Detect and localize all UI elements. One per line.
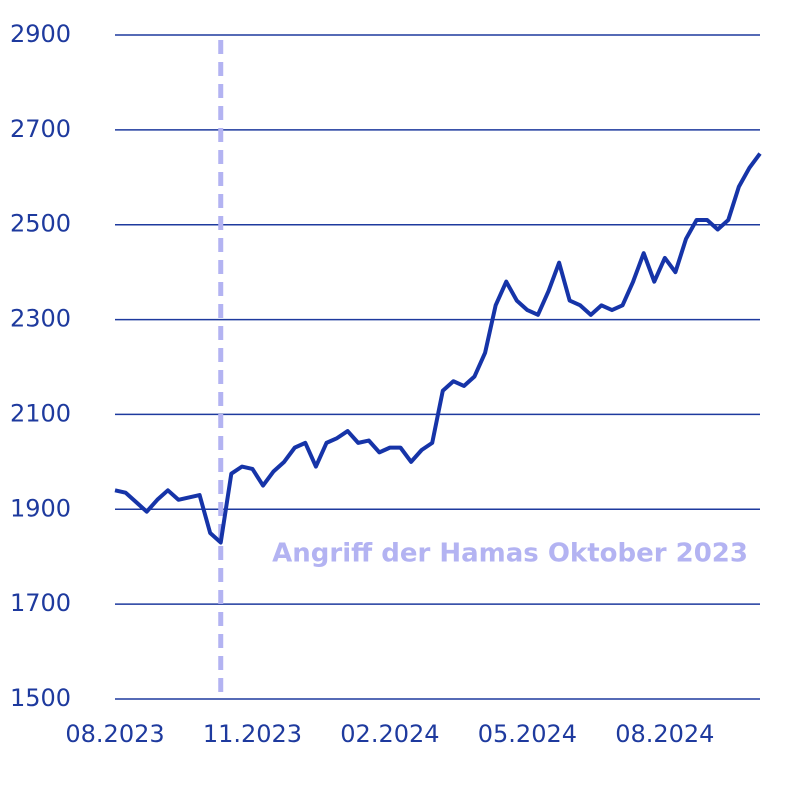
y-tick-label: 2500 <box>10 210 71 238</box>
price-line <box>114 152 762 545</box>
y-tick-label: 2300 <box>10 305 71 333</box>
x-tick-label: 11.2023 <box>203 720 302 748</box>
x-tick-label: 02.2024 <box>340 720 439 748</box>
y-tick-label: 2100 <box>10 399 71 427</box>
y-tick-label: 1500 <box>10 684 71 712</box>
y-tick-label: 1700 <box>10 589 71 617</box>
y-tick-label: 2900 <box>10 20 71 48</box>
x-tick-label: 08.2024 <box>615 720 714 748</box>
x-tick-label: 08.2023 <box>65 720 164 748</box>
y-tick-label: 2700 <box>10 115 71 143</box>
y-tick-label: 1900 <box>10 494 71 522</box>
annotation: Angriff der Hamas Oktober 2023 <box>272 539 748 569</box>
x-tick-label: 05.2024 <box>478 720 577 748</box>
